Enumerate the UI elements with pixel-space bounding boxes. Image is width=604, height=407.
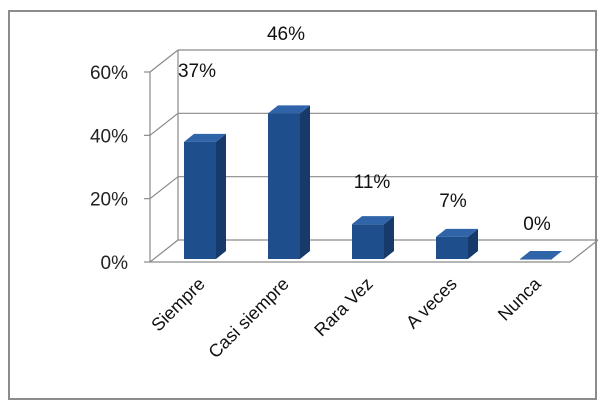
- floor-right-edge: [569, 239, 599, 263]
- bar: [184, 133, 226, 259]
- category-label: Nunca: [494, 273, 546, 325]
- y-tick-label: 40%: [90, 126, 128, 147]
- category-label: Casi siempre: [204, 274, 292, 362]
- category-label: Siempre: [147, 274, 209, 336]
- bar-side: [468, 228, 478, 259]
- data-labels: 37% 46% 11% 7% 0%: [178, 24, 551, 235]
- bar-side: [300, 105, 310, 259]
- y-tick-label: 20%: [90, 190, 128, 211]
- bar-front: [352, 224, 384, 259]
- category-label: Rara Vez: [310, 274, 377, 341]
- bar-side: [384, 216, 394, 259]
- gridline-diag: [149, 176, 179, 200]
- bar-top: [352, 216, 394, 225]
- bar: [436, 228, 478, 259]
- gridline-diag: [149, 112, 179, 136]
- data-label: 7%: [439, 191, 467, 212]
- bar: [520, 251, 562, 260]
- data-label: 37%: [178, 61, 216, 82]
- bars: [184, 105, 562, 260]
- bar-front: [268, 113, 300, 259]
- bar-top: [268, 105, 310, 114]
- bar-top: [184, 133, 226, 142]
- category-label: A veces: [402, 274, 461, 333]
- y-tick-label: 60%: [90, 63, 128, 84]
- bar-top: [520, 251, 562, 259]
- data-label: 11%: [354, 172, 391, 193]
- bar-top: [436, 228, 478, 237]
- bar-front: [436, 236, 468, 259]
- data-label: 46%: [267, 24, 305, 45]
- bar: [268, 105, 310, 259]
- bar-front: [520, 259, 552, 260]
- bar-front: [184, 141, 216, 259]
- chart-walls: [149, 50, 599, 263]
- gridline-diag: [149, 49, 179, 73]
- bar: [352, 216, 394, 259]
- data-label: 0%: [523, 214, 551, 235]
- y-axis-ticks: 0% 20% 40% 60%: [90, 63, 128, 274]
- gridline-diag: [149, 239, 179, 263]
- bar-side: [216, 133, 226, 259]
- y-tick-label: 0%: [101, 253, 129, 274]
